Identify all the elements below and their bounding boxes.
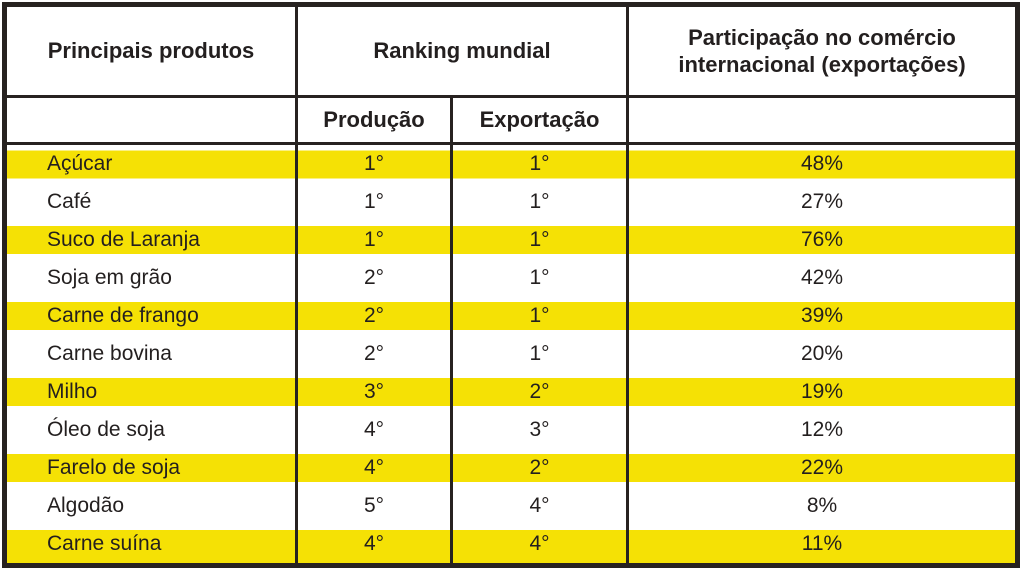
cell-exportacao: 1° xyxy=(450,221,628,259)
table-row: Açúcar 1° 1° 48% xyxy=(4,143,1018,183)
table-row: Óleo de soja 4° 3° 12% xyxy=(5,411,1018,449)
cell-producao: 1° xyxy=(295,143,452,183)
cell-product: Suco de Laranja xyxy=(4,221,297,259)
cell-exportacao: 1° xyxy=(450,335,628,373)
header-participacao: Participação no comércio internacional (… xyxy=(626,4,1018,98)
cell-producao: 4° xyxy=(295,411,452,449)
cell-participacao: 39% xyxy=(626,297,1018,335)
cell-participacao: 19% xyxy=(626,373,1018,411)
cell-product: Soja em grão xyxy=(47,266,172,289)
cell-participacao: 11% xyxy=(626,525,1018,566)
cell-exportacao: 1° xyxy=(450,259,628,297)
cell-product: Carne bovina xyxy=(47,342,172,365)
table-row: Suco de Laranja 1° 1° 76% xyxy=(4,221,1018,259)
table-row: Milho 3° 2° 19% xyxy=(4,373,1018,411)
cell-product: Açúcar xyxy=(4,143,297,183)
table-body: Açúcar 1° 1° 48% Café 1° 1° 27% Suco de Laranja 1… xyxy=(4,143,1018,566)
cell-product: Café xyxy=(47,190,92,213)
header-row-sub: Produção Exportação xyxy=(4,96,1018,145)
cell-product: Milho xyxy=(4,373,297,411)
cell-participacao: 22% xyxy=(626,449,1018,487)
table-row: Farelo de soja 4° 2° 22% xyxy=(4,449,1018,487)
cell-producao: 1° xyxy=(295,183,452,221)
cell-producao: 1° xyxy=(295,221,452,259)
cell-exportacao: 1° xyxy=(450,143,628,183)
header-ranking-mundial: Ranking mundial xyxy=(295,4,628,98)
cell-participacao: 8% xyxy=(626,487,1018,525)
cell-producao: 2° xyxy=(295,297,452,335)
cell-product: Farelo de soja xyxy=(4,449,297,487)
cell-participacao: 76% xyxy=(626,221,1018,259)
table-row: Carne suína 4° 4° 11% xyxy=(4,525,1018,566)
header-exportacao: Exportação xyxy=(450,96,628,145)
header-principais-produtos: Principais produtos xyxy=(4,4,297,98)
table-row: Soja em grão 2° 1° 42% xyxy=(5,259,1018,297)
cell-participacao: 42% xyxy=(626,259,1018,297)
header-producao: Produção xyxy=(295,96,452,145)
table-row: Algodão 5° 4° 8% xyxy=(5,487,1018,525)
cell-producao: 2° xyxy=(295,335,452,373)
cell-product: Carne suína xyxy=(4,525,297,566)
cell-exportacao: 1° xyxy=(450,297,628,335)
cell-product: Carne de frango xyxy=(4,297,297,335)
cell-exportacao: 3° xyxy=(450,411,628,449)
table-row: Café 1° 1° 27% xyxy=(5,183,1018,221)
cell-producao: 4° xyxy=(295,525,452,566)
cell-participacao: 20% xyxy=(626,335,1018,373)
cell-product: Óleo de soja xyxy=(47,418,165,441)
cell-participacao: 48% xyxy=(626,143,1018,183)
cell-exportacao: 2° xyxy=(450,373,628,411)
header-row-main: Principais produtos Ranking mundial Part… xyxy=(4,4,1018,98)
cell-product: Algodão xyxy=(47,494,125,517)
cell-exportacao: 2° xyxy=(450,449,628,487)
header-empty-participacao xyxy=(626,96,1018,145)
cell-exportacao: 4° xyxy=(450,525,628,566)
cell-exportacao: 4° xyxy=(450,487,628,525)
cell-producao: 2° xyxy=(295,259,452,297)
cell-producao: 4° xyxy=(295,449,452,487)
table-row: Carne de frango 2° 1° 39% xyxy=(4,297,1018,335)
cell-producao: 3° xyxy=(295,373,452,411)
cell-participacao: 12% xyxy=(626,411,1018,449)
cell-producao: 5° xyxy=(295,487,452,525)
cell-participacao: 27% xyxy=(626,183,1018,221)
header-empty-products xyxy=(4,96,297,145)
cell-exportacao: 1° xyxy=(450,183,628,221)
table-row: Carne bovina 2° 1° 20% xyxy=(5,335,1018,373)
